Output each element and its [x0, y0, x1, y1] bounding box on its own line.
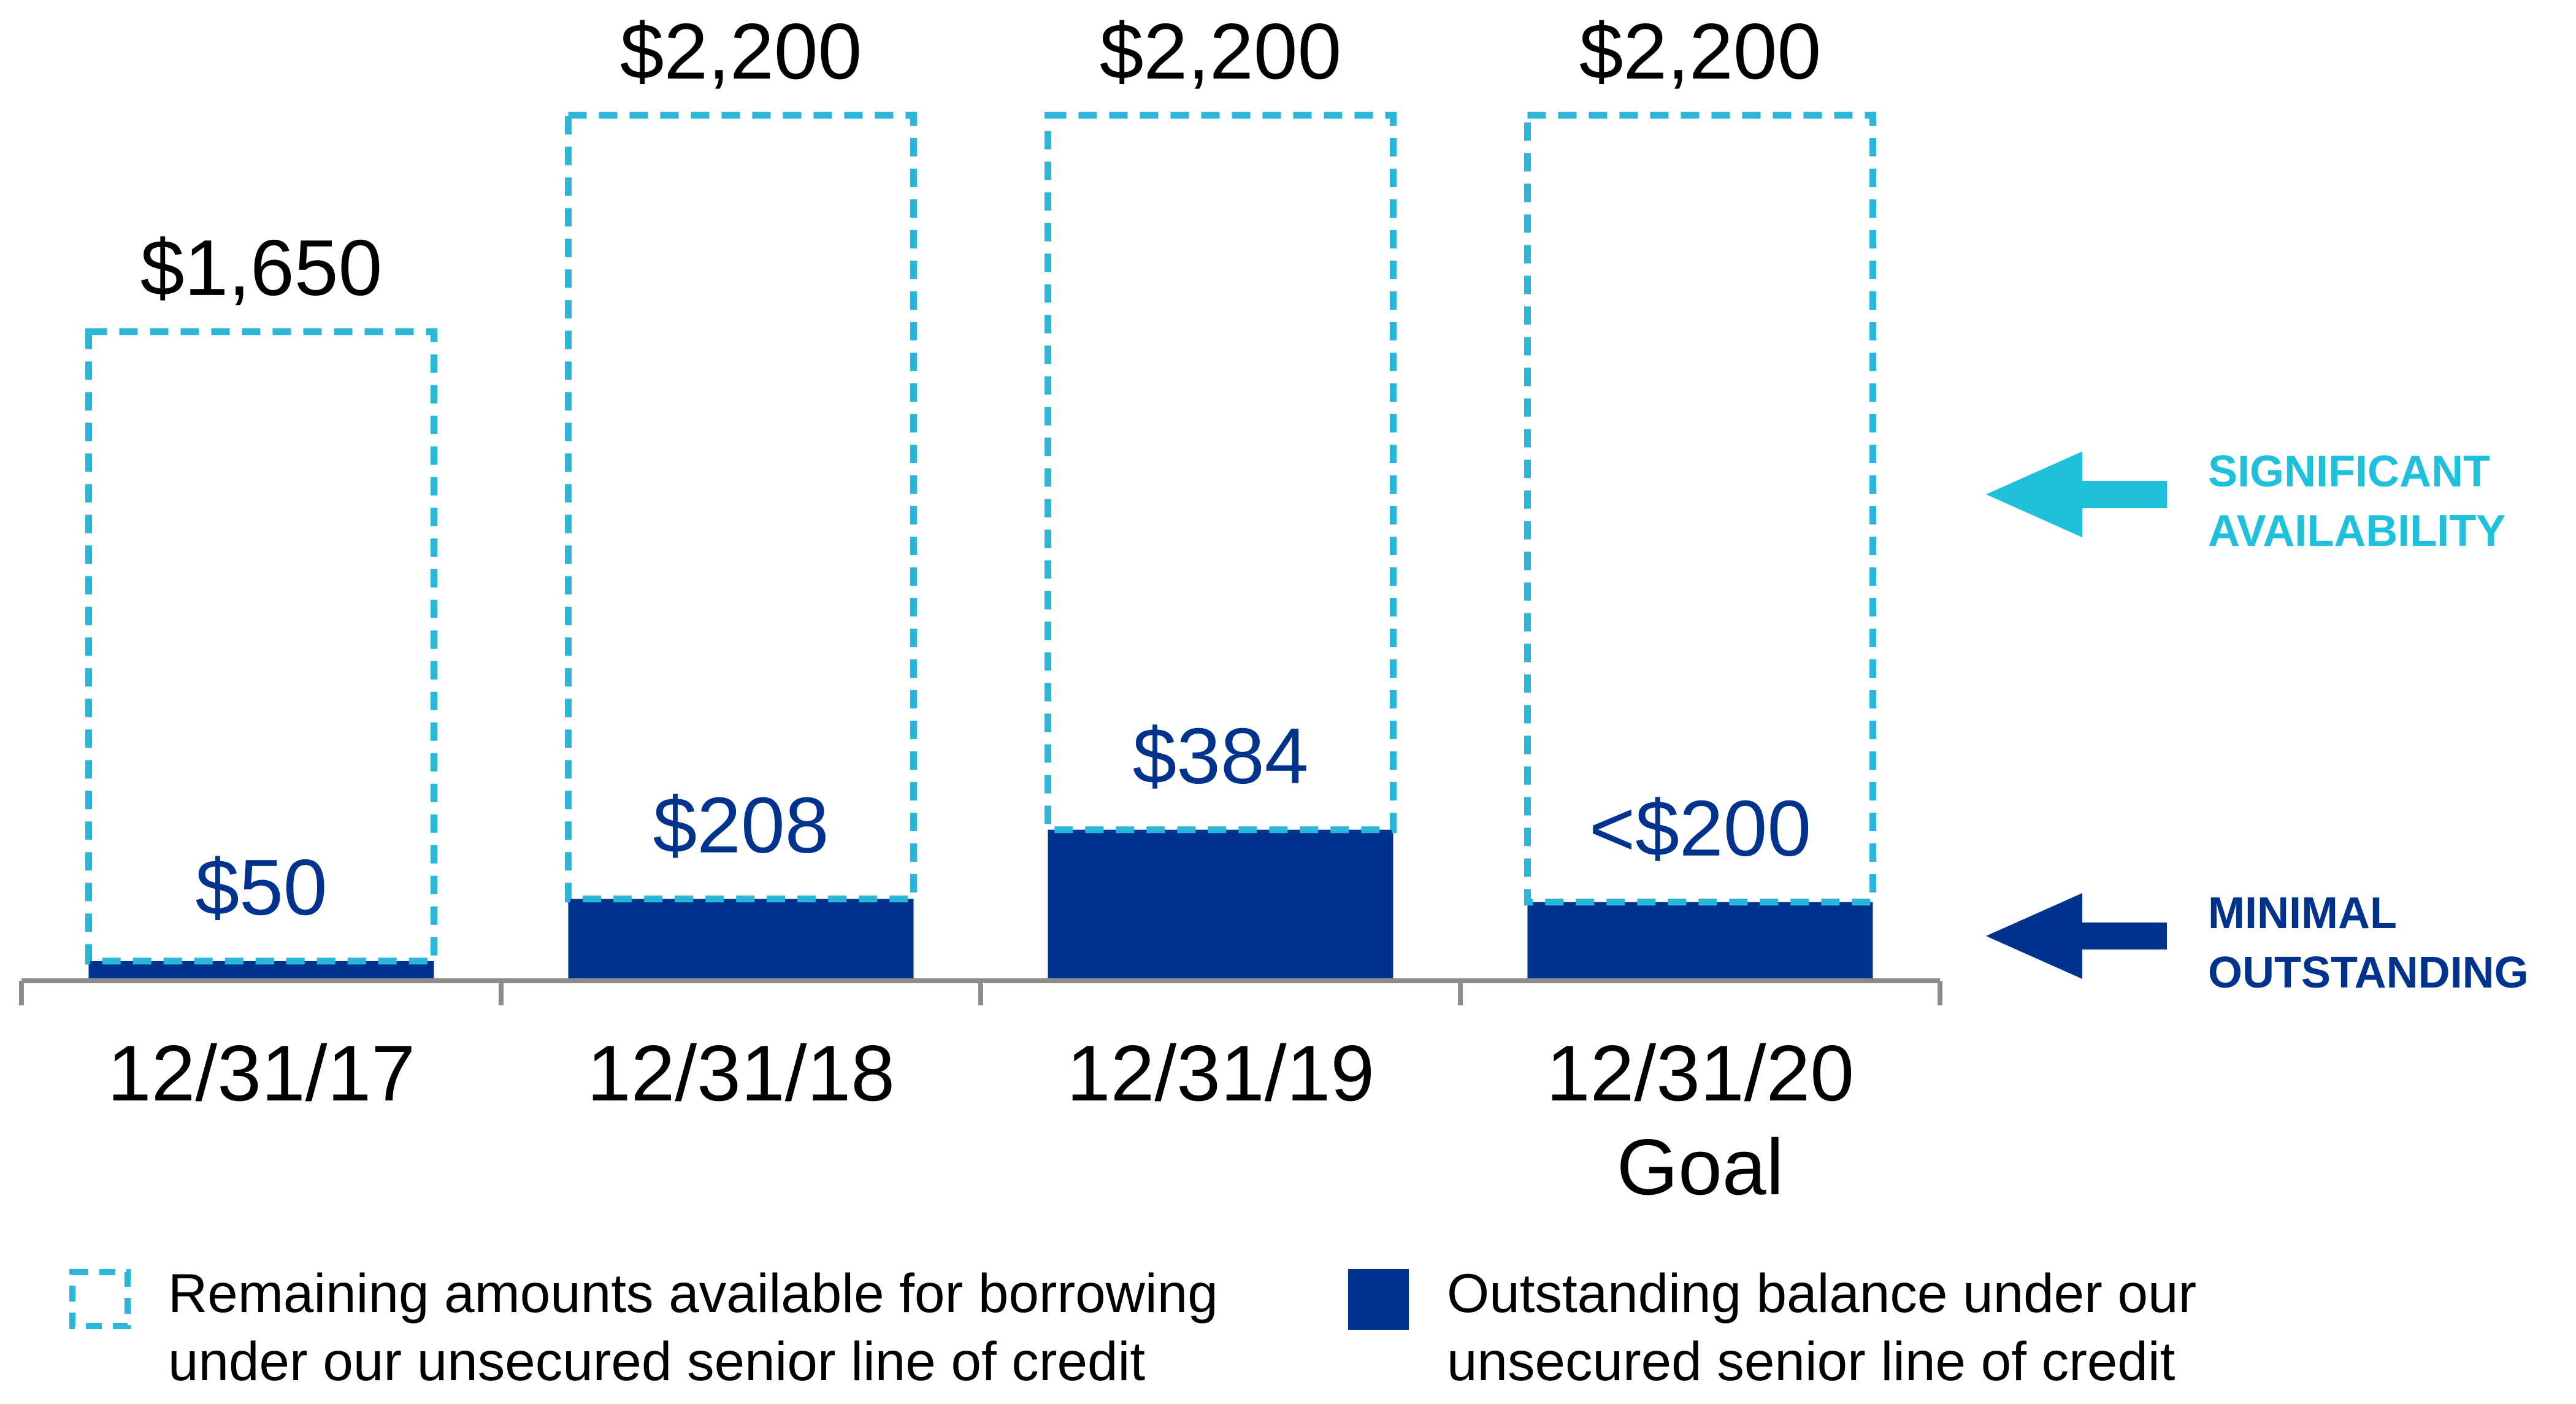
outstanding-label: $384	[1133, 712, 1309, 800]
x-tick-label: 12/31/18	[587, 1029, 895, 1118]
outstanding-label: <$200	[1589, 784, 1811, 873]
available-bar	[85, 328, 438, 965]
total-label: $2,200	[1579, 7, 1822, 96]
annotation-text: MINIMAL	[2208, 889, 2397, 938]
total-label: $1,650	[140, 224, 383, 312]
annotation-text: AVAILABILITY	[2208, 507, 2505, 556]
x-tick-label: 12/31/19	[1067, 1029, 1374, 1118]
arrow-head	[1986, 893, 2082, 979]
total-label: $2,200	[1100, 7, 1342, 96]
available-bar	[1044, 112, 1397, 834]
total-label: $2,200	[620, 7, 862, 96]
x-tick-label: 12/31/20	[1546, 1029, 1854, 1118]
legend-swatch	[69, 1269, 131, 1329]
arrow-shaft	[2079, 481, 2167, 508]
legend-label: Outstanding balance under our unsecured …	[1447, 1262, 2197, 1392]
category-note: Goal	[1617, 1123, 1784, 1211]
outstanding-label: $208	[653, 781, 829, 870]
annotation-text: SIGNIFICANT	[2208, 447, 2490, 496]
arrow-shaft	[2079, 923, 2167, 949]
x-tick-label: 12/31/17	[107, 1029, 415, 1118]
available-bar	[1524, 112, 1877, 906]
outstanding-bar	[1048, 829, 1393, 981]
annotation-text: OUTSTANDING	[2208, 948, 2529, 997]
available-bar	[564, 112, 918, 903]
arrow-head	[1986, 451, 2082, 537]
outstanding-bar	[568, 899, 914, 981]
outstanding-bar	[1527, 902, 1873, 981]
outstanding-label: $50	[195, 843, 327, 932]
legend-label: Remaining amounts available for borrowin…	[168, 1262, 1218, 1392]
legend-swatch	[1348, 1269, 1409, 1330]
